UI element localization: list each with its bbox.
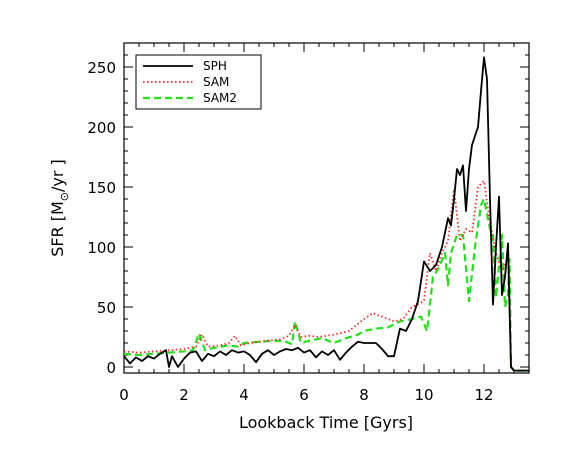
series-line-sph (123, 56, 529, 372)
x-axis-title: Lookback Time [Gyrs] (239, 413, 413, 432)
legend-label-sam2: SAM2 (203, 91, 237, 105)
legend-label-sph: SPH (203, 59, 227, 73)
series-layer (123, 56, 529, 372)
y-tick-label: 150 (87, 179, 116, 197)
x-tick-label: 8 (359, 386, 369, 404)
y-tick-label: 50 (97, 299, 116, 317)
y-axis-title: SFR [M⊙/yr ] (48, 159, 71, 257)
legend: SPH SAM SAM2 (135, 54, 262, 110)
x-tick-label: 0 (119, 386, 129, 404)
x-tick-label: 2 (179, 386, 189, 404)
x-tick-label: 12 (474, 386, 493, 404)
legend-label-sam: SAM (203, 75, 229, 89)
legend-box (135, 54, 262, 110)
x-tick-label: 10 (414, 386, 433, 404)
x-tick-label: 4 (239, 386, 249, 404)
y-tick-label: 0 (106, 359, 116, 377)
series-line-sam (123, 180, 529, 372)
y-axis-title-unit: /yr ] (48, 159, 67, 192)
y-axis-title-main: SFR [M (48, 201, 67, 257)
axis-ticks: 0 2 4 6 8 10 12 0 50 100 150 200 250 (87, 43, 529, 404)
y-tick-label: 100 (87, 239, 116, 257)
y-tick-label: 250 (87, 59, 116, 77)
x-tick-label: 6 (299, 386, 309, 404)
series-line-sam2 (123, 197, 529, 372)
sun-symbol: ⊙ (58, 192, 71, 201)
plot-frame (123, 42, 530, 374)
y-tick-label: 200 (87, 119, 116, 137)
